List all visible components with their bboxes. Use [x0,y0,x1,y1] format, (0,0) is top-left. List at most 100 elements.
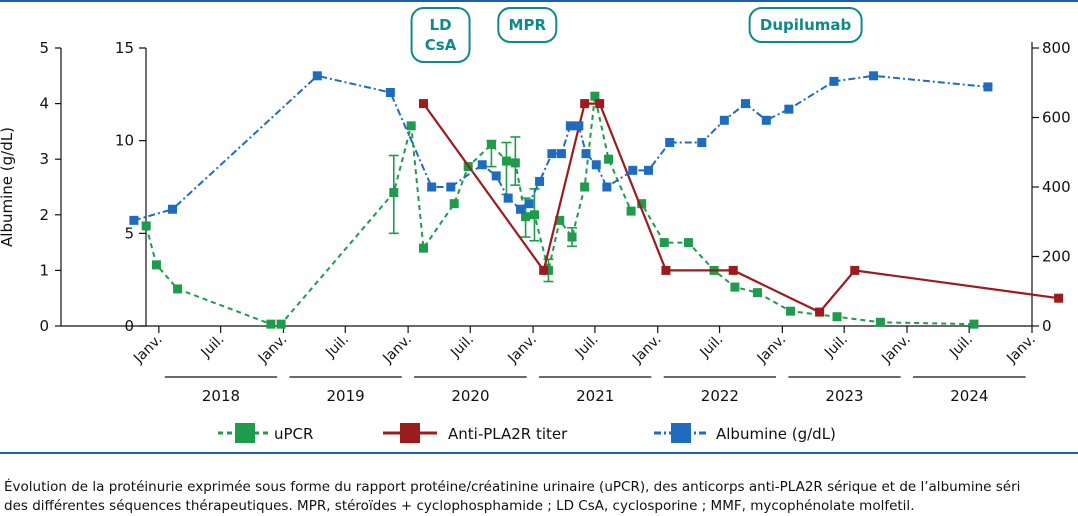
data-point-2 [556,149,566,159]
data-point-2 [535,176,545,186]
data-point-0 [683,238,693,248]
data-point-0 [543,265,553,275]
x-tick-label: Janv. [255,332,291,368]
x-tick-label: Janv. [504,332,540,368]
legend-label: Albumine (g/dL) [716,425,836,443]
data-point-0 [486,139,496,149]
albumin-axis-label: Albumine (g/dL) [0,127,16,247]
pla2r-tick-label: 400 [1042,178,1071,196]
data-point-2 [427,182,437,192]
legend-swatch-marker [671,423,691,443]
year-label: 2022 [701,387,739,405]
x-tick-label: Janv. [130,332,166,368]
x-tick-label: Janv. [379,332,415,368]
data-point-1 [661,265,671,275]
data-point-2 [628,165,638,175]
year-label: 2019 [327,387,365,405]
year-label: 2021 [576,387,614,405]
albumin-tick-label: 0 [39,317,49,335]
pla2r-tick-label: 600 [1042,109,1071,127]
upcr-tick-label: 5 [124,224,134,242]
data-point-0 [567,232,577,242]
data-point-0 [875,317,885,327]
year-label: 2018 [202,387,240,405]
treatment-label: Dupilumab [760,16,852,34]
data-point-0 [151,260,161,270]
data-point-2 [385,87,395,97]
data-point-0 [276,319,286,329]
data-point-0 [659,238,669,248]
bottom-rule [0,452,1078,454]
x-tick-label: Janv. [629,332,665,368]
treatment-box [497,7,558,43]
data-point-0 [521,212,531,222]
x-tick-label: Janv. [1003,332,1039,368]
data-point-1 [1054,293,1064,303]
pla2r-tick-label: 800 [1042,39,1071,57]
upcr-tick-label: 10 [115,132,134,150]
data-point-2 [697,138,707,148]
data-point-2 [312,71,322,81]
year-label: 2020 [451,387,489,405]
treatment-label: MPR [509,16,547,34]
data-point-2 [574,121,584,131]
data-point-0 [449,199,459,209]
data-point-2 [503,193,513,203]
data-point-1 [580,99,590,109]
legend-swatch-marker [400,423,420,443]
figure-caption: Évolution de la protéinurie exprimée sou… [4,478,1078,516]
data-point-0 [626,206,636,216]
data-point-1 [728,265,738,275]
data-point-0 [832,312,842,322]
data-point-0 [604,154,614,164]
upcr-tick-label: 15 [115,39,134,57]
year-label: 2024 [950,387,988,405]
data-point-0 [637,199,647,209]
data-point-2 [784,104,794,114]
data-point-1 [595,99,605,109]
data-point-2 [719,115,729,125]
treatment-label: LD [430,16,452,34]
x-tick-label: Juil. [946,332,976,362]
data-point-2 [565,121,575,131]
x-tick-label: Janv. [754,332,790,368]
albumin-tick-label: 2 [39,206,49,224]
data-point-0 [501,156,511,166]
legend-swatch-marker [235,423,255,443]
data-point-1 [815,307,825,317]
data-point-2 [591,160,601,170]
data-point-1 [850,265,860,275]
data-point-2 [983,82,993,92]
data-point-2 [491,171,501,181]
data-point-0 [730,282,740,292]
data-point-0 [529,210,539,220]
x-tick-label: Juil. [322,332,352,362]
legend-label: uPCR [274,425,313,443]
data-point-0 [580,182,590,192]
albumin-tick-label: 4 [39,95,49,113]
data-point-2 [515,204,525,214]
x-tick-label: Juil. [572,332,602,362]
data-point-1 [539,265,549,275]
treatment-box [748,7,863,43]
x-tick-label: Juil. [697,332,727,362]
x-tick-label: Juil. [821,332,851,362]
data-point-2 [761,115,771,125]
data-point-0 [389,188,399,198]
caption-line-1: Évolution de la protéinurie exprimée sou… [4,479,1021,495]
treatment-box [410,7,471,63]
caption-line-2: des différentes séquences thérapeutiques… [4,498,915,514]
x-tick-label: Juil. [198,332,228,362]
data-point-0 [786,306,796,316]
data-point-2 [869,71,879,81]
data-point-2 [129,215,139,225]
data-point-0 [418,243,428,253]
data-point-0 [752,288,762,298]
top-rule [0,0,1078,2]
legend-label: Anti-PLA2R titer [448,425,568,443]
data-point-2 [524,199,534,209]
data-point-0 [173,284,183,294]
data-point-1 [418,99,428,109]
albumin-tick-label: 1 [39,261,49,279]
